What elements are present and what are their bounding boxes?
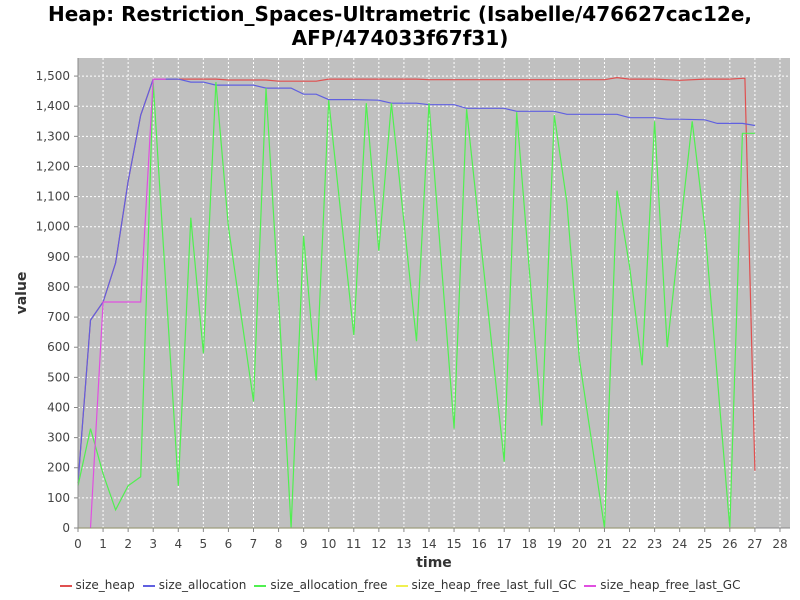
x-tick-label: 19 <box>547 537 562 551</box>
legend-item: size_allocation <box>142 578 247 592</box>
y-tick-label: 200 <box>47 461 70 475</box>
y-tick-label: 0 <box>62 521 70 535</box>
x-tick-label: 9 <box>300 537 308 551</box>
x-tick-label: 18 <box>522 537 537 551</box>
legend-swatch <box>584 584 597 587</box>
y-tick-label: 1,000 <box>36 220 70 234</box>
chart-title-line-1: Heap: Restriction_Spaces-Ultrametric (Is… <box>48 2 752 26</box>
y-tick-label: 100 <box>47 491 70 505</box>
x-tick-label: 15 <box>446 537 461 551</box>
x-tick-label: 14 <box>421 537 436 551</box>
x-tick-label: 23 <box>647 537 662 551</box>
x-tick-label: 22 <box>622 537 637 551</box>
y-axis-ticks: 0 100 200 300 400 500 600 700 800 900 1,000 1,100 1,… <box>36 69 78 535</box>
x-axis-ticks: 0 1 2 3 4 5 6 7 8 9 10 11 12 13 14 15 16 17 18 19 20 21 22 23 24… <box>74 528 788 551</box>
legend-label: size_heap <box>75 578 135 592</box>
x-axis-label: time <box>416 555 452 571</box>
legend-label: size_heap_free_last_full_GC <box>411 578 577 592</box>
x-tick-label: 10 <box>321 537 336 551</box>
x-tick-label: 28 <box>772 537 787 551</box>
plot-area <box>78 58 790 528</box>
legend: size_heap size_allocation size_allocation_… <box>0 578 800 592</box>
y-tick-label: 1,400 <box>36 99 70 113</box>
x-tick-label: 7 <box>250 537 258 551</box>
legend-item: size_heap_free_last_full_GC <box>395 578 577 592</box>
x-tick-label: 1 <box>99 537 107 551</box>
series-line-size-allocation-free <box>77 82 755 529</box>
y-tick-label: 800 <box>47 280 70 294</box>
x-tick-label: 27 <box>747 537 762 551</box>
x-tick-label: 6 <box>225 537 233 551</box>
x-tick-label: 3 <box>149 537 157 551</box>
legend-label: size_allocation <box>158 578 247 592</box>
x-tick-label: 0 <box>74 537 82 551</box>
chart-title: Heap: Restriction_Spaces-Ultrametric (Is… <box>0 2 800 50</box>
chart-title-line-2: AFP/474033f67f31) <box>291 26 509 50</box>
x-tick-label: 17 <box>497 537 512 551</box>
y-tick-label: 500 <box>47 370 70 384</box>
x-tick-label: 26 <box>722 537 737 551</box>
legend-swatch <box>254 584 267 587</box>
x-tick-label: 4 <box>174 537 182 551</box>
y-tick-label: 1,500 <box>36 69 70 83</box>
x-tick-label: 13 <box>396 537 411 551</box>
x-tick-label: 2 <box>124 537 132 551</box>
y-tick-label: 300 <box>47 431 70 445</box>
x-tick-label: 24 <box>672 537 687 551</box>
x-tick-label: 25 <box>697 537 712 551</box>
legend-item: size_allocation_free <box>254 578 388 592</box>
x-tick-label: 11 <box>346 537 361 551</box>
x-tick-label: 21 <box>597 537 612 551</box>
y-tick-label: 600 <box>47 340 70 354</box>
y-axis-label: value <box>14 272 30 315</box>
legend-swatch <box>395 584 408 587</box>
legend-swatch <box>59 584 72 587</box>
legend-label: size_heap_free_last_GC <box>600 578 741 592</box>
x-tick-label: 5 <box>200 537 208 551</box>
legend-item: size_heap <box>59 578 135 592</box>
x-tick-label: 20 <box>572 537 587 551</box>
y-tick-label: 1,300 <box>36 129 70 143</box>
grid-lines <box>77 58 790 529</box>
legend-label: size_allocation_free <box>270 578 388 592</box>
legend-swatch <box>142 584 155 587</box>
y-tick-label: 900 <box>47 250 70 264</box>
x-tick-label: 8 <box>275 537 283 551</box>
x-tick-label: 12 <box>371 537 386 551</box>
y-tick-label: 1,100 <box>36 190 70 204</box>
y-tick-label: 1,200 <box>36 159 70 173</box>
y-tick-label: 400 <box>47 400 70 414</box>
series-line-size-heap-free-last-GC <box>89 78 166 529</box>
y-tick-label: 700 <box>47 310 70 324</box>
legend-item: size_heap_free_last_GC <box>584 578 740 592</box>
x-tick-label: 16 <box>471 537 486 551</box>
